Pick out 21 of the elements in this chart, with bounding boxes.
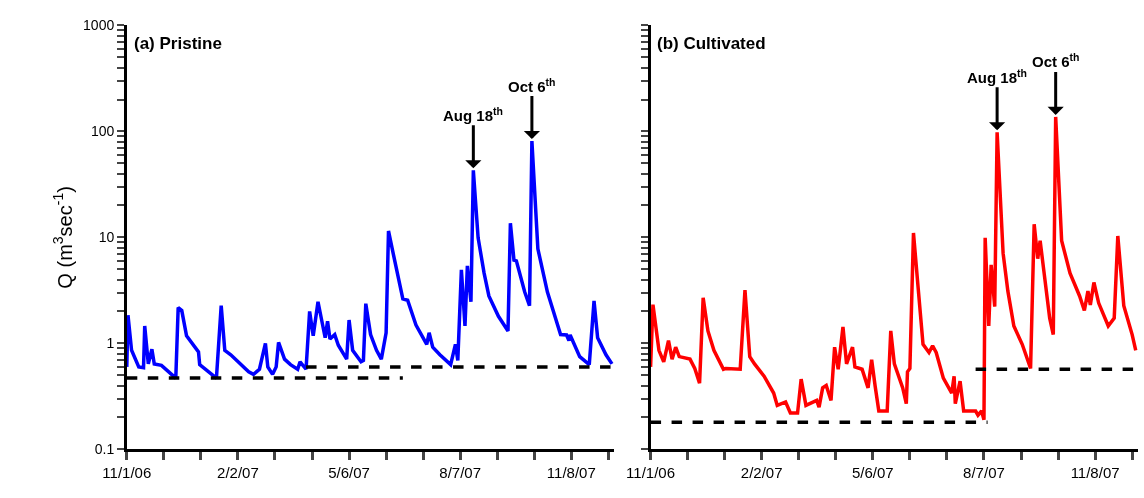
x-tick-label: 5/6/07	[851, 464, 894, 482]
y-tick-label: 10	[98, 229, 115, 246]
annotation: Oct 6$^{th}$	[1032, 51, 1080, 71]
x-tick-label: 8/7/07	[963, 464, 1005, 482]
text: (a) Pristine	[134, 34, 222, 53]
y-tick-label: 0.1	[94, 441, 115, 458]
y-tick-label: 1	[106, 335, 115, 352]
x-tick-label: 5/6/07	[328, 464, 370, 482]
y-tick-label: 1000	[83, 17, 115, 34]
text: (b) Cultivated	[657, 34, 766, 53]
x-tick-label: 2/2/07	[217, 464, 259, 482]
x-tick-label: 11/8/07	[546, 464, 596, 482]
y-tick-label: 100	[90, 123, 115, 140]
x-tick-label: 2/2/07	[740, 464, 783, 482]
x-tick-label: 11/8/07	[1070, 464, 1120, 482]
annotation: Aug 18$^{th}$	[443, 105, 503, 125]
x-tick-label: 8/7/07	[439, 464, 482, 482]
x-tick-label: 11/1/06	[102, 464, 152, 482]
annotation: Oct 6$^{th}$	[508, 76, 556, 96]
annotation: Aug 18$^{th}$	[967, 67, 1027, 87]
x-tick-label: 11/1/06	[626, 464, 676, 482]
